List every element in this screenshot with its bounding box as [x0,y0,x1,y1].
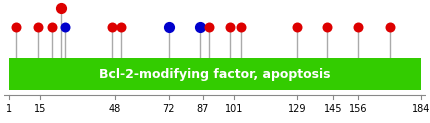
Point [294,26,301,28]
Point [57,7,64,9]
Text: 72: 72 [163,104,175,114]
Point [118,26,125,28]
Text: 87: 87 [197,104,209,114]
Text: Bcl-2-modifying factor, apoptosis: Bcl-2-modifying factor, apoptosis [99,68,331,81]
Text: 48: 48 [109,104,121,114]
Point [109,26,116,28]
Point [226,26,233,28]
Point [12,26,19,28]
Point [197,26,204,28]
Point [355,26,362,28]
Bar [9,58,421,90]
Text: 15: 15 [34,104,46,114]
Point [61,26,68,28]
Point [48,26,55,28]
Text: 156: 156 [349,104,367,114]
Text: 184: 184 [412,104,430,114]
Text: 101: 101 [225,104,243,114]
Point [166,26,172,28]
Text: 1: 1 [6,104,12,114]
Point [35,26,42,28]
Point [323,26,330,28]
Text: 129: 129 [288,104,307,114]
Point [237,26,244,28]
Point [206,26,213,28]
Point [386,26,393,28]
Text: 145: 145 [324,104,343,114]
